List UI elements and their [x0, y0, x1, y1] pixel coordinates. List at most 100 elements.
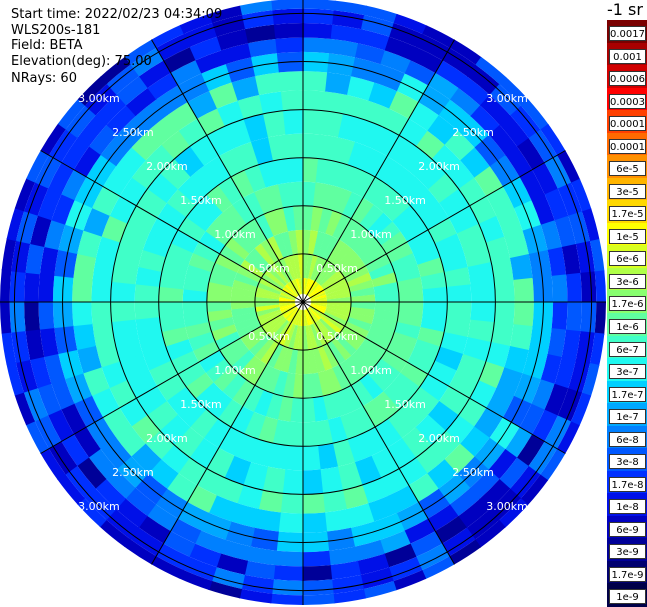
- beta-cell: [83, 207, 111, 237]
- beta-cell: [401, 427, 432, 459]
- beta-cell: [292, 205, 304, 231]
- beta-cell: [174, 145, 205, 177]
- beta-cell: [230, 169, 255, 198]
- beta-cell: [51, 378, 75, 410]
- beta-cell: [254, 296, 280, 302]
- beta-cell: [257, 309, 282, 322]
- beta-cell: [295, 229, 304, 255]
- beta-cell: [474, 166, 504, 197]
- beta-cell: [397, 277, 423, 293]
- beta-cell: [183, 311, 209, 327]
- beta-cell: [217, 398, 243, 427]
- beta-cell: [231, 379, 255, 407]
- beta-cell: [230, 405, 255, 434]
- beta-cell: [510, 105, 542, 139]
- beta-cell: [387, 165, 417, 196]
- beta-cell: [161, 256, 189, 278]
- beta-cell: [47, 408, 74, 442]
- beta-cell: [399, 398, 429, 428]
- beta-cell: [246, 360, 267, 386]
- beta-cell: [76, 345, 102, 374]
- beta-cell: [326, 340, 346, 365]
- beta-cell: [354, 455, 382, 486]
- beta-cell: [60, 433, 89, 466]
- range-ring-label: 1.00km: [214, 364, 256, 377]
- beta-cell: [216, 477, 244, 504]
- beta-cell: [115, 425, 146, 457]
- beta-cell: [213, 212, 239, 238]
- beta-cell: [166, 188, 197, 218]
- beta-cell: [374, 358, 401, 383]
- beta-cell: [373, 391, 400, 420]
- beta-cell: [222, 204, 247, 231]
- beta-cell: [195, 50, 227, 74]
- beta-cell: [160, 158, 191, 190]
- beta-cell: [6, 207, 25, 242]
- beta-cell: [427, 504, 459, 532]
- beta-cell: [337, 462, 363, 491]
- beta-cell: [216, 100, 245, 127]
- beta-cell: [14, 177, 36, 212]
- beta-cell: [65, 104, 97, 139]
- beta-cell: [540, 353, 562, 385]
- beta-cell: [138, 515, 171, 544]
- colorbar-tick-label: 1.7e-5: [609, 206, 646, 222]
- beta-cell: [51, 193, 75, 225]
- colorbar-tick-label: 1.7e-9: [609, 566, 646, 582]
- beta-cell: [212, 14, 247, 37]
- beta-cell: [485, 341, 510, 369]
- colorbar-tick-label: 0.00017: [609, 116, 646, 132]
- beta-cell: [495, 367, 523, 397]
- beta-cell: [254, 508, 281, 532]
- beta-cell: [310, 323, 323, 348]
- beta-cell: [386, 438, 417, 469]
- beta-cell: [222, 373, 247, 400]
- beta-cell: [123, 538, 157, 565]
- beta-cell: [307, 324, 318, 350]
- beta-cell: [532, 162, 559, 196]
- beta-cell: [509, 324, 533, 351]
- beta-cell: [178, 216, 207, 242]
- beta-cell: [329, 560, 361, 580]
- beta-cell: [496, 208, 523, 238]
- beta-cell: [101, 215, 128, 243]
- beta-cell: [359, 204, 384, 231]
- beta-cell: [96, 235, 121, 263]
- beta-cell: [77, 497, 107, 528]
- beta-cell: [73, 323, 97, 350]
- beta-cell: [302, 373, 314, 399]
- beta-cell: [435, 60, 468, 89]
- beta-cell: [301, 593, 335, 605]
- beta-cell: [110, 281, 136, 302]
- beta-cell: [231, 75, 260, 101]
- beta-cell: [173, 426, 205, 458]
- beta-cell: [351, 350, 375, 374]
- beta-cell: [238, 355, 261, 380]
- beta-cell: [302, 512, 328, 533]
- beta-cell: [156, 373, 187, 401]
- beta-cell: [274, 550, 303, 567]
- beta-cell: [427, 360, 457, 387]
- beta-cell: [15, 358, 38, 393]
- beta-cell: [9, 270, 26, 302]
- beta-cell: [274, 321, 291, 344]
- beta-cell: [467, 262, 495, 286]
- beta-cell: [37, 382, 62, 416]
- beta-cell: [61, 168, 87, 201]
- beta-cell: [240, 325, 265, 345]
- beta-cell: [303, 109, 324, 135]
- beta-cell: [259, 91, 284, 114]
- beta-cell: [303, 71, 329, 92]
- beta-cell: [371, 316, 398, 333]
- beta-cell: [528, 129, 558, 164]
- azimuth-spoke: [302, 150, 566, 303]
- start-time-text: Start time: 2022/02/23 04:34:09: [11, 7, 223, 22]
- beta-cell: [312, 396, 328, 422]
- beta-cell: [470, 302, 496, 323]
- range-ring-label: 3.00km: [486, 500, 528, 513]
- beta-cell: [39, 245, 59, 276]
- beta-cell: [303, 157, 319, 183]
- beta-cell: [218, 426, 245, 456]
- beta-cell: [232, 279, 258, 293]
- beta-cell: [77, 114, 108, 147]
